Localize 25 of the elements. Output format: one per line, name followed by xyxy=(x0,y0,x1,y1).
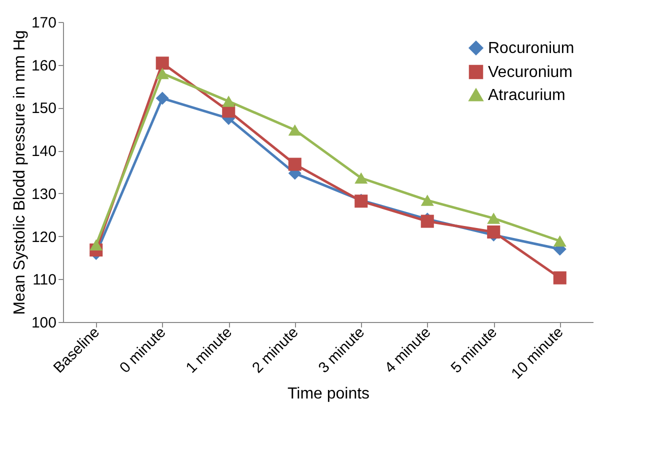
legend-label: Atracurium xyxy=(488,87,566,104)
point xyxy=(553,271,566,284)
y-tick-label: 150 xyxy=(31,100,56,118)
y-tick-label: 120 xyxy=(31,228,56,246)
point xyxy=(553,235,566,247)
point xyxy=(487,212,500,224)
point xyxy=(487,225,500,239)
point xyxy=(288,124,302,136)
y-tick-label: 110 xyxy=(32,272,56,289)
point xyxy=(156,92,169,105)
x-axis-title: Time points xyxy=(287,386,370,403)
point xyxy=(420,194,434,206)
y-tick-label: 170 xyxy=(31,14,56,32)
y-tick-label: 130 xyxy=(31,186,56,203)
y-tick-label: 140 xyxy=(31,143,56,160)
point xyxy=(288,158,302,171)
point xyxy=(354,172,368,184)
legend-label: Vecuronium xyxy=(488,64,572,81)
y-tick-label: 160 xyxy=(31,57,56,74)
y-tick-label: 100 xyxy=(31,314,56,332)
y-axis-title: Mean Systolic Blodd pressure in mm Hg xyxy=(11,30,28,315)
legend-label: Rocuronium xyxy=(488,40,574,57)
point xyxy=(156,68,169,80)
point xyxy=(222,96,236,107)
point xyxy=(156,56,169,70)
